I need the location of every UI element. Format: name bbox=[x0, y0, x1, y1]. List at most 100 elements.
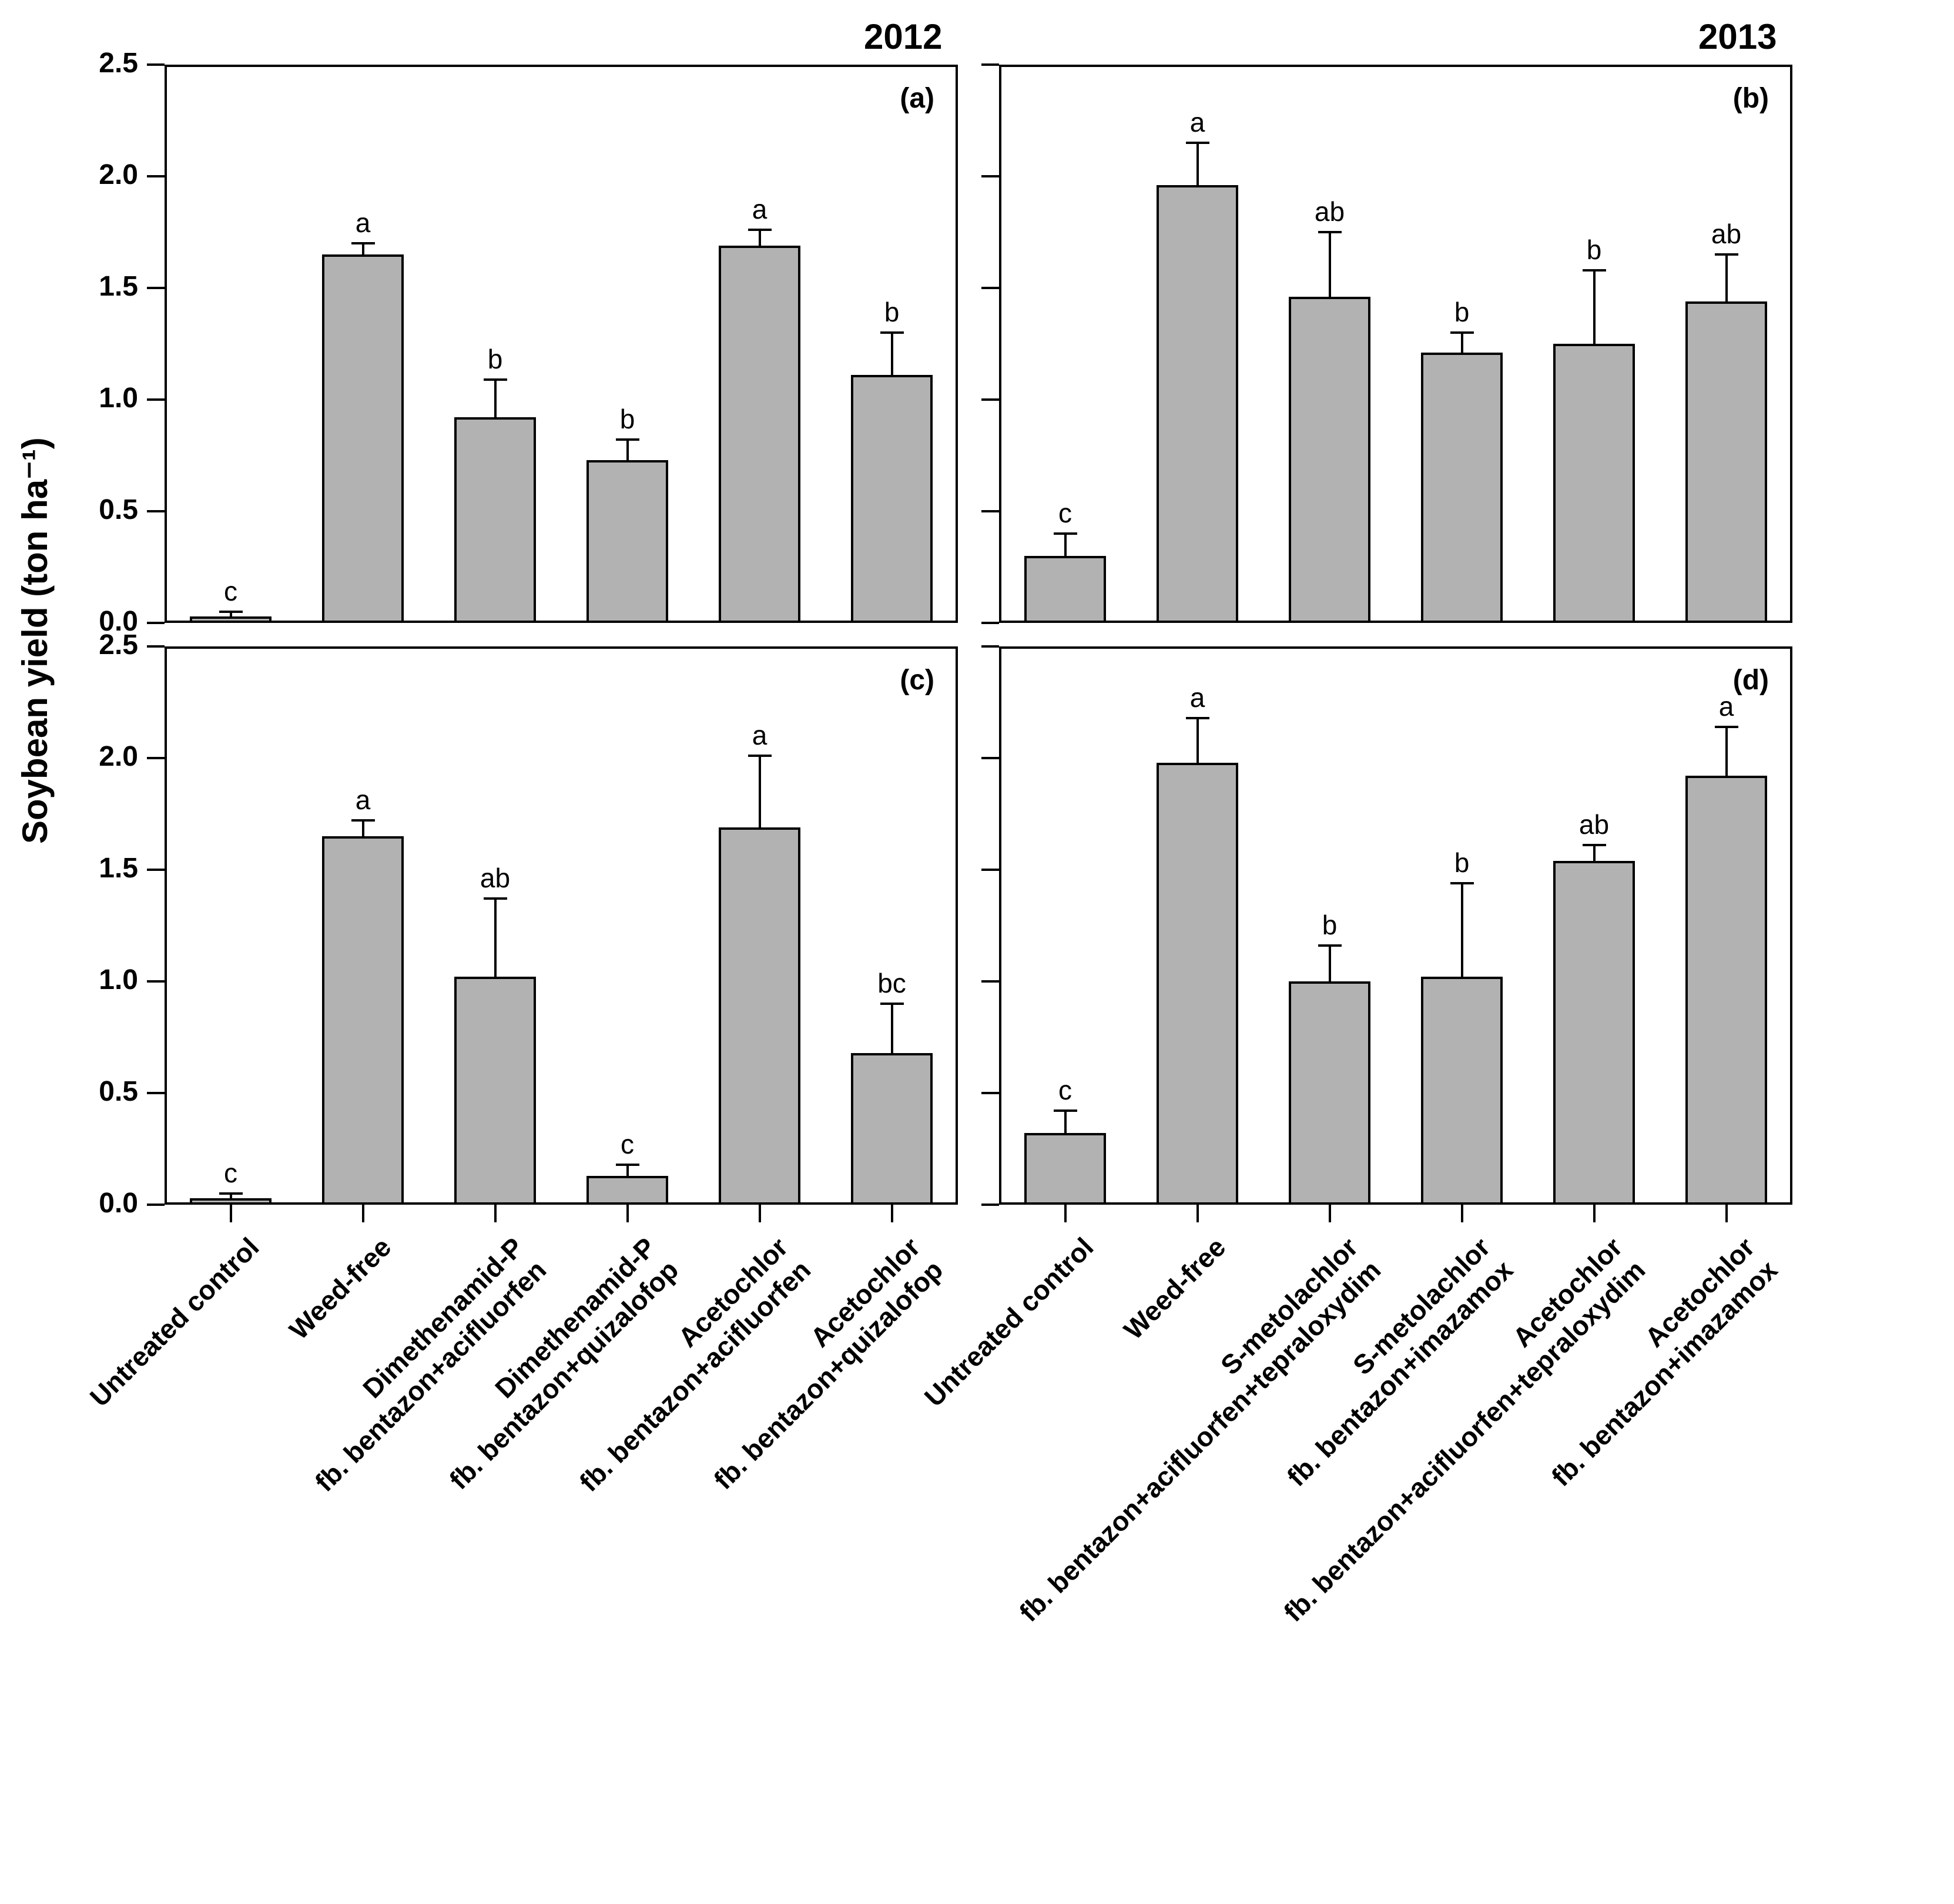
y-tick bbox=[981, 398, 999, 401]
x-tick bbox=[1064, 1205, 1067, 1222]
bar bbox=[454, 417, 537, 623]
bar bbox=[719, 827, 801, 1205]
x-tick bbox=[494, 1205, 497, 1222]
significance-label: b bbox=[460, 343, 531, 375]
error-bar-cap bbox=[1186, 142, 1209, 144]
y-tick-label: 0.5 bbox=[68, 494, 138, 526]
error-bar-cap bbox=[1450, 882, 1474, 884]
error-bar-cap bbox=[748, 229, 772, 231]
significance-label: a bbox=[1162, 682, 1233, 713]
bar bbox=[1685, 301, 1768, 623]
bar bbox=[1553, 344, 1635, 623]
y-tick-label: 2.5 bbox=[68, 629, 138, 661]
error-bar bbox=[891, 1004, 893, 1053]
error-bar bbox=[1725, 727, 1728, 776]
error-bar bbox=[362, 820, 364, 836]
panel-border bbox=[999, 65, 1792, 623]
significance-label: c bbox=[1030, 497, 1101, 529]
error-bar-cap bbox=[1715, 253, 1738, 256]
y-tick bbox=[981, 622, 999, 624]
error-bar bbox=[1196, 143, 1199, 185]
y-tick bbox=[147, 510, 165, 512]
y-tick bbox=[147, 645, 165, 648]
y-tick bbox=[981, 1092, 999, 1094]
error-bar bbox=[1593, 270, 1596, 344]
error-bar bbox=[1329, 946, 1331, 981]
y-tick-label: 1.5 bbox=[68, 270, 138, 303]
y-tick bbox=[147, 1092, 165, 1094]
panel-border bbox=[999, 646, 1792, 1205]
significance-label: a bbox=[1691, 690, 1762, 722]
error-bar bbox=[626, 1165, 629, 1176]
bar bbox=[851, 1053, 933, 1205]
bar bbox=[322, 836, 404, 1205]
significance-label: c bbox=[196, 575, 266, 607]
year-label-2012: 2012 bbox=[864, 16, 942, 57]
error-bar-cap bbox=[1318, 231, 1342, 233]
y-tick bbox=[981, 63, 999, 66]
error-bar-cap bbox=[219, 1192, 243, 1195]
x-tick bbox=[1725, 1205, 1728, 1222]
panel-letter: (a) bbox=[900, 82, 934, 115]
y-tick bbox=[147, 757, 165, 759]
error-bar-cap bbox=[484, 897, 507, 900]
significance-label: c bbox=[196, 1157, 266, 1189]
bar bbox=[1685, 776, 1768, 1205]
y-tick bbox=[147, 869, 165, 871]
y-tick bbox=[147, 63, 165, 66]
bar bbox=[586, 1176, 669, 1205]
error-bar bbox=[1064, 534, 1067, 556]
bar bbox=[851, 375, 933, 623]
error-bar-cap bbox=[351, 819, 375, 822]
significance-label: a bbox=[328, 784, 398, 816]
bar bbox=[719, 246, 801, 623]
significance-label: ab bbox=[1295, 196, 1365, 227]
error-bar bbox=[759, 230, 761, 246]
panel-b: (b)caabbbab bbox=[999, 65, 1792, 623]
error-bar bbox=[759, 756, 761, 827]
error-bar-cap bbox=[219, 611, 243, 613]
x-category-label: Acetochlorfb. bentazon+acifluorfen+tepra… bbox=[1107, 1231, 1652, 1776]
error-bar bbox=[494, 380, 497, 418]
y-tick-label: 1.0 bbox=[68, 964, 138, 996]
error-bar-cap bbox=[1054, 532, 1077, 535]
error-bar bbox=[1329, 232, 1331, 297]
error-bar-cap bbox=[1186, 717, 1209, 719]
y-tick bbox=[147, 398, 165, 401]
y-tick bbox=[147, 1204, 165, 1206]
y-tick bbox=[981, 645, 999, 648]
significance-label: ab bbox=[460, 862, 531, 894]
panel-border bbox=[165, 65, 958, 623]
chart-page: 2012 2013 Soybean yield (ton ha⁻¹) 0.00.… bbox=[0, 0, 1954, 1904]
error-bar-cap bbox=[616, 1164, 639, 1166]
error-bar-cap bbox=[484, 378, 507, 381]
x-tick bbox=[1329, 1205, 1331, 1222]
y-tick-label: 0.0 bbox=[68, 1187, 138, 1219]
bar bbox=[190, 1198, 272, 1205]
significance-label: c bbox=[592, 1128, 663, 1160]
bar bbox=[1421, 353, 1503, 623]
bar bbox=[1024, 556, 1107, 623]
x-tick bbox=[1461, 1205, 1463, 1222]
x-tick bbox=[891, 1205, 893, 1222]
bar bbox=[1157, 763, 1239, 1205]
x-tick bbox=[1593, 1205, 1596, 1222]
bar bbox=[1289, 981, 1371, 1205]
y-tick-label: 1.5 bbox=[68, 852, 138, 884]
panel-border bbox=[165, 646, 958, 1205]
significance-label: a bbox=[725, 719, 795, 751]
error-bar bbox=[494, 899, 497, 977]
y-tick-label: 0.5 bbox=[68, 1075, 138, 1108]
bar bbox=[454, 977, 537, 1205]
bar bbox=[1421, 977, 1503, 1205]
x-category-label: Dimethenamid-Pfb. bentazon+quizalofop bbox=[140, 1231, 685, 1776]
x-category-label: Acetochlorfb. bentazon+acifluorfen bbox=[273, 1231, 817, 1776]
error-bar-cap bbox=[880, 1003, 904, 1005]
error-bar bbox=[626, 440, 629, 460]
error-bar bbox=[1064, 1111, 1067, 1133]
bar bbox=[1157, 185, 1239, 623]
error-bar bbox=[891, 333, 893, 375]
error-bar-cap bbox=[1583, 844, 1606, 846]
y-tick bbox=[981, 980, 999, 983]
error-bar bbox=[1196, 718, 1199, 763]
